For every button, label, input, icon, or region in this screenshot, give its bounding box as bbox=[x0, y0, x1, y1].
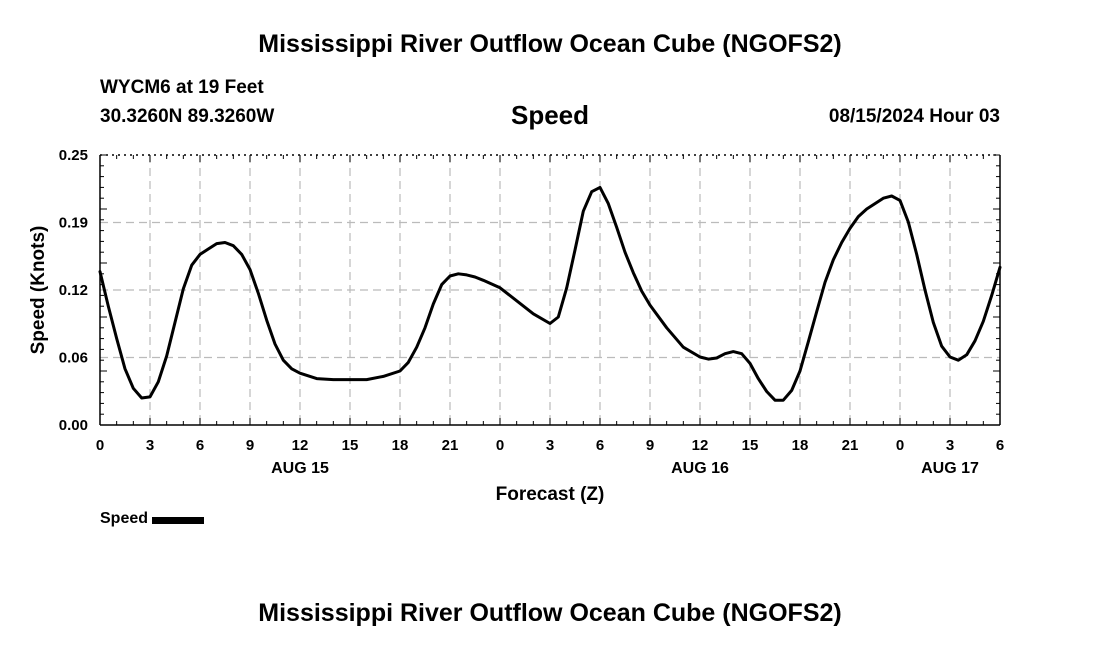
x-tick-label: 6 bbox=[196, 437, 204, 454]
x-tick-label: 6 bbox=[596, 437, 604, 454]
grid-lines bbox=[100, 155, 1000, 425]
x-tick-label: 3 bbox=[546, 437, 554, 454]
x-tick-label: 6 bbox=[996, 437, 1004, 454]
y-tick-label: 0.25 bbox=[59, 147, 88, 164]
series-line-speed bbox=[98, 185, 1002, 402]
forecast-timestamp: 08/15/2024 Hour 03 bbox=[828, 106, 1000, 127]
station-label: WYCM6 at 19 Feet bbox=[100, 77, 264, 98]
date-label: AUG 17 bbox=[921, 460, 979, 477]
y-tick-label: 0.12 bbox=[59, 282, 88, 299]
x-tick-label: 0 bbox=[896, 437, 904, 454]
x-tick-label: 21 bbox=[842, 437, 859, 454]
legend: Speed bbox=[100, 510, 205, 528]
axes: 0 3 6 9 12 15 18 21 0 3 6 9 12 15 18 21 0 3 6 AUG 15 AUG 16 A… bbox=[28, 147, 1004, 505]
footer-title: Mississippi River Outflow Ocean Cube (NG… bbox=[258, 599, 842, 627]
legend-swatch bbox=[152, 516, 205, 524]
station-coordinates: 30.3260N 89.3260W bbox=[100, 106, 275, 127]
x-tick-label: 9 bbox=[646, 437, 654, 454]
y-axis-title: Speed (Knots) bbox=[28, 226, 49, 355]
page-title: Mississippi River Outflow Ocean Cube (NG… bbox=[258, 30, 842, 58]
date-label: AUG 16 bbox=[671, 460, 729, 477]
x-tick-label: 3 bbox=[946, 437, 954, 454]
x-tick-label: 21 bbox=[442, 437, 459, 454]
series-layer bbox=[98, 185, 1002, 402]
legend-label: Speed bbox=[100, 510, 149, 527]
date-label: AUG 15 bbox=[271, 460, 329, 477]
x-tick-label: 12 bbox=[692, 437, 709, 454]
x-tick-label: 3 bbox=[146, 437, 154, 454]
x-tick-label: 0 bbox=[496, 437, 504, 454]
x-tick-label: 15 bbox=[742, 437, 759, 454]
y-tick-label: 0.00 bbox=[59, 417, 88, 434]
x-tick-label: 12 bbox=[292, 437, 309, 454]
y-tick-label: 0.06 bbox=[59, 350, 88, 367]
x-tick-label: 15 bbox=[342, 437, 359, 454]
x-tick-label: 18 bbox=[792, 437, 809, 454]
x-tick-label: 18 bbox=[392, 437, 409, 454]
x-tick-label: 9 bbox=[246, 437, 254, 454]
x-tick-label: 0 bbox=[96, 437, 104, 454]
y-tick-label: 0.19 bbox=[59, 215, 88, 232]
chart-subtitle: Speed bbox=[510, 100, 590, 130]
x-axis-title: Forecast (Z) bbox=[496, 484, 605, 505]
